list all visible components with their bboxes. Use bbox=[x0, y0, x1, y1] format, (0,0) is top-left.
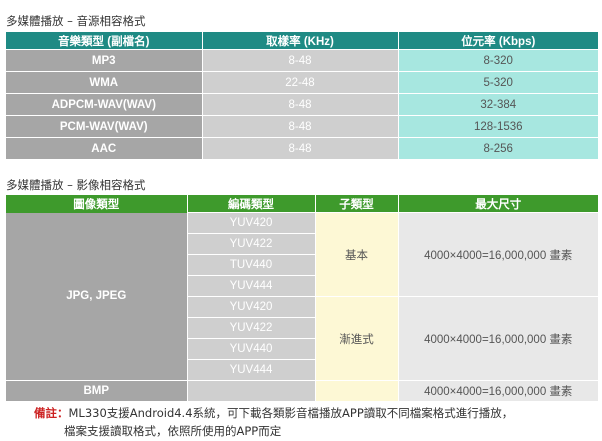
video-encoding-empty bbox=[187, 380, 316, 401]
table-row: PCM-WAV(WAV) 8-48 128-1536 bbox=[6, 115, 598, 138]
audio-header-format: 音樂類型 (副檔名) bbox=[6, 32, 203, 50]
table-row: JPG, JPEG YUV420 基本 4000×4000=16,000,000… bbox=[6, 212, 598, 381]
table-row: ADPCM-WAV(WAV) 8-48 32-384 bbox=[6, 93, 598, 116]
video-subtype-progressive: 漸進式 bbox=[315, 296, 399, 381]
table-row: YUV422 bbox=[6, 317, 598, 339]
audio-header-row: 音樂類型 (副檔名) 取樣率 (KHz) 位元率 (Kbps) bbox=[6, 32, 598, 50]
table-row: AAC 8-48 8-256 bbox=[6, 137, 598, 159]
video-header-max-size: 最大尺寸 bbox=[398, 195, 598, 213]
audio-rate-cell: 8-48 bbox=[202, 115, 399, 138]
audio-bitrate-cell: 32-384 bbox=[398, 93, 598, 116]
audio-format-cell: AAC bbox=[6, 137, 203, 159]
audio-header-rate: 取樣率 (KHz) bbox=[202, 32, 399, 50]
note-label: 備註： bbox=[34, 406, 69, 420]
video-encoding-cell: YUV420 bbox=[187, 296, 316, 318]
audio-format-cell: MP3 bbox=[6, 49, 203, 72]
table-row: BMP 4000×4000=16,000,000 畫素 bbox=[6, 380, 598, 401]
note-line-2: 檔案支援讀取格式，依照所使用的APP而定 bbox=[64, 424, 282, 438]
table-row: WMA 22-48 5-320 bbox=[6, 71, 598, 94]
audio-format-cell: ADPCM-WAV(WAV) bbox=[6, 93, 203, 116]
video-subtype-empty bbox=[315, 380, 399, 401]
video-encoding-cell: YUV440 bbox=[187, 338, 316, 360]
video-encoding-cell: YUV444 bbox=[187, 359, 316, 381]
table-row: YUV422 bbox=[6, 233, 598, 255]
table-row: TUV440 bbox=[6, 254, 598, 276]
video-encoding-cell: YUV444 bbox=[187, 275, 316, 297]
table-row: MP3 8-48 8-320 bbox=[6, 49, 598, 72]
audio-rate-cell: 22-48 bbox=[202, 71, 399, 94]
video-header-image-type: 圖像類型 bbox=[6, 195, 188, 213]
video-header-row: 圖像類型 編碼類型 子類型 最大尺寸 bbox=[6, 195, 598, 213]
table-row: YUV420 漸進式 4000×4000=16,000,000 畫素 bbox=[6, 296, 598, 381]
table-row: YUV444 bbox=[6, 359, 598, 381]
audio-bitrate-cell: 8-320 bbox=[398, 49, 598, 72]
video-image-type-bmp: BMP bbox=[6, 380, 188, 401]
table-row: YUV444 bbox=[6, 275, 598, 297]
video-encoding-cell: YUV420 bbox=[187, 212, 316, 234]
video-max-size-bmp: 4000×4000=16,000,000 畫素 bbox=[398, 380, 598, 401]
table-row: YUV440 bbox=[6, 338, 598, 360]
video-encoding-cell: YUV422 bbox=[187, 317, 316, 339]
audio-header-bitrate: 位元率 (Kbps) bbox=[398, 32, 598, 50]
audio-bitrate-cell: 128-1536 bbox=[398, 115, 598, 138]
video-header-encoding: 編碼類型 bbox=[187, 195, 316, 213]
video-format-table: 圖像類型 編碼類型 子類型 最大尺寸 JPG, JPEG YUV420 基本 4… bbox=[6, 195, 598, 401]
audio-bitrate-cell: 5-320 bbox=[398, 71, 598, 94]
video-subtype-baseline: 基本 bbox=[315, 212, 399, 297]
video-encoding-cell: TUV440 bbox=[187, 254, 316, 276]
audio-rate-cell: 8-48 bbox=[202, 137, 399, 159]
audio-format-cell: WMA bbox=[6, 71, 203, 94]
note-text: 備註：ML330支援Android4.4系統，可下載各類影音檔播放APP讀取不同… bbox=[34, 404, 513, 440]
audio-rate-cell: 8-48 bbox=[202, 93, 399, 116]
note-line-1: ML330支援Android4.4系統，可下載各類影音檔播放APP讀取不同檔案格… bbox=[68, 406, 514, 420]
video-encoding-cell: YUV422 bbox=[187, 233, 316, 255]
audio-format-table: 音樂類型 (副檔名) 取樣率 (KHz) 位元率 (Kbps) MP3 8-48… bbox=[6, 32, 598, 159]
audio-rate-cell: 8-48 bbox=[202, 49, 399, 72]
video-section-title: 多媒體播放 – 影像相容格式 bbox=[6, 178, 146, 192]
video-max-size-baseline: 4000×4000=16,000,000 畫素 bbox=[398, 212, 598, 297]
audio-bitrate-cell: 8-256 bbox=[398, 137, 598, 159]
video-image-type-jpg: JPG, JPEG bbox=[6, 212, 188, 381]
video-header-subtype: 子類型 bbox=[315, 195, 399, 213]
video-max-size-progressive: 4000×4000=16,000,000 畫素 bbox=[398, 296, 598, 381]
audio-format-cell: PCM-WAV(WAV) bbox=[6, 115, 203, 138]
audio-section-title: 多媒體播放 – 音源相容格式 bbox=[6, 14, 146, 28]
